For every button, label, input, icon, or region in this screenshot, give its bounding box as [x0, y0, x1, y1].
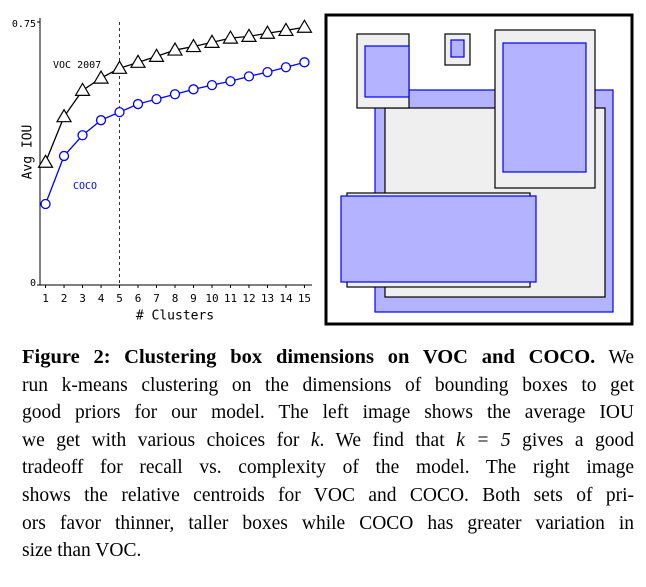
x-axis-label: # Clusters — [136, 309, 214, 324]
coco-box — [502, 42, 587, 173]
marker — [169, 89, 181, 100]
caption-line: we get with various choices for k. We fi… — [22, 427, 634, 455]
marker — [92, 69, 110, 84]
marker — [299, 57, 310, 68]
x-tick-label: 4 — [98, 292, 105, 305]
x-tick-label: 10 — [205, 292, 218, 305]
x-tick-label: 9 — [190, 292, 197, 305]
series-label: COCO — [73, 181, 97, 192]
x-tick-label: 14 — [279, 292, 293, 305]
x-tick-label: 8 — [172, 292, 179, 305]
marker — [132, 98, 144, 110]
marker — [166, 41, 184, 56]
marker — [40, 198, 51, 210]
marker — [188, 84, 199, 95]
coco-box — [340, 195, 537, 283]
marker — [55, 108, 73, 123]
marker — [95, 115, 107, 126]
x-tick-label: 3 — [79, 292, 86, 305]
y-tick-label: 0 — [30, 278, 36, 289]
x-tick-label: 1 — [42, 292, 49, 305]
series-label: VOC 2007 — [53, 60, 101, 71]
marker — [148, 48, 165, 62]
marker — [243, 71, 255, 82]
marker — [37, 154, 54, 168]
coco-box — [364, 45, 410, 98]
caption-line: size than VOC. — [22, 540, 142, 562]
marker — [206, 79, 218, 91]
x-tick-label: 5 — [116, 292, 123, 305]
math: k — [310, 429, 320, 451]
caption-title: Clustering box dimensions on VOC and COC… — [124, 346, 596, 368]
caption: Figure 2: Clustering box dimensions on V… — [22, 344, 634, 565]
x-tick-label: 2 — [61, 292, 68, 305]
figure: # Clusters Avg IOU 00.751 2 3 4 5 6 7 8 9 10 11 12 1… — [12, 13, 634, 326]
coco-box — [450, 39, 465, 58]
marker — [262, 66, 273, 78]
caption-text: we get with various choices for — [22, 429, 311, 451]
marker — [225, 76, 236, 87]
x-tick-label: 11 — [224, 292, 237, 305]
marker — [185, 38, 202, 53]
x-tick-label: 12 — [242, 292, 255, 305]
caption-line: Figure 2: Clustering box dimensions on V… — [22, 344, 634, 372]
marker — [203, 34, 221, 48]
y-axis-label: Avg IOU — [21, 125, 36, 180]
marker — [277, 22, 295, 37]
marker — [222, 29, 239, 44]
marker — [240, 28, 258, 42]
y-tick-label: 0.75 — [12, 19, 36, 30]
x-tick-label: 15 — [298, 292, 311, 305]
marker — [114, 106, 125, 118]
marker — [129, 54, 147, 68]
x-tick-label: 6 — [135, 292, 142, 305]
marker — [296, 19, 313, 33]
marker — [259, 25, 276, 39]
caption-line: ors favor thinner, taller boxes while CO… — [22, 512, 634, 534]
caption-line: tradeoff for recall vs. complexity of th… — [22, 457, 634, 479]
marker — [111, 60, 128, 74]
x-tick-label: 13 — [261, 292, 274, 305]
centroid-panel — [324, 13, 634, 326]
x-tick-label: 7 — [153, 292, 160, 305]
caption-line: shows the relative centroids for VOC and… — [22, 484, 634, 506]
marker — [280, 62, 292, 73]
caption-line: good priors for our model. The left imag… — [22, 402, 634, 424]
caption-text: . We find that — [319, 429, 457, 451]
marker — [74, 82, 91, 96]
caption-line: run k-means clustering on the dimensions… — [22, 374, 634, 396]
caption-text: We — [608, 347, 635, 368]
marker — [58, 150, 70, 162]
marker — [77, 130, 88, 141]
math: k = 5 — [456, 429, 511, 451]
iou-chart: # Clusters Avg IOU 00.751 2 3 4 5 6 7 8 9 10 11 12 1… — [12, 18, 313, 324]
figure-label: Figure 2: — [22, 346, 111, 368]
marker — [151, 93, 162, 105]
caption-text: gives a good — [510, 429, 634, 451]
